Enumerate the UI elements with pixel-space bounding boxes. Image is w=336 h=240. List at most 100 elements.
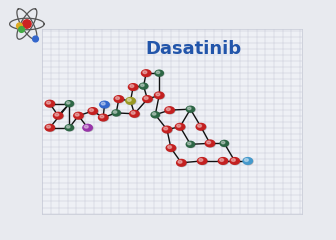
Circle shape [89,109,93,112]
Circle shape [220,140,228,146]
Circle shape [55,113,59,116]
Circle shape [67,102,70,104]
Circle shape [75,113,79,116]
Circle shape [46,101,55,108]
Circle shape [84,125,93,132]
Circle shape [100,102,110,108]
Circle shape [243,158,252,164]
Circle shape [198,158,208,165]
Circle shape [205,140,215,147]
Circle shape [155,92,164,99]
Circle shape [75,113,84,120]
Circle shape [206,141,215,147]
Circle shape [244,159,248,161]
Circle shape [144,97,148,100]
Circle shape [88,108,97,114]
Circle shape [45,100,54,107]
Circle shape [115,96,124,103]
Circle shape [130,85,134,87]
Circle shape [187,107,195,113]
Circle shape [221,141,229,147]
Circle shape [152,113,156,115]
Circle shape [113,111,117,113]
Circle shape [131,111,135,114]
Text: Dasatinib: Dasatinib [145,40,241,58]
Circle shape [152,112,160,118]
Circle shape [66,101,74,107]
Circle shape [232,159,235,161]
Circle shape [186,106,195,112]
Circle shape [46,101,50,104]
Circle shape [177,124,181,127]
Circle shape [112,110,120,116]
Circle shape [100,101,109,108]
Circle shape [166,108,170,111]
Circle shape [143,96,153,103]
Circle shape [187,107,191,110]
Circle shape [230,158,239,164]
Circle shape [196,123,206,130]
Circle shape [23,20,31,28]
Circle shape [142,70,152,77]
Circle shape [164,127,168,130]
Circle shape [101,102,105,105]
Circle shape [54,113,64,120]
Circle shape [129,84,138,91]
Circle shape [167,145,176,152]
Circle shape [65,101,74,107]
Circle shape [127,98,136,105]
Circle shape [218,158,228,164]
Circle shape [46,125,55,132]
Circle shape [130,111,140,118]
Circle shape [113,110,121,116]
Circle shape [199,159,203,161]
Circle shape [83,124,92,131]
Circle shape [156,93,160,96]
Circle shape [66,125,74,131]
Circle shape [19,27,25,32]
Circle shape [89,108,98,115]
Circle shape [143,96,152,102]
Circle shape [221,141,225,144]
Circle shape [197,124,206,131]
Circle shape [45,124,54,131]
Circle shape [176,124,185,131]
Circle shape [186,141,195,147]
Circle shape [141,84,144,86]
Circle shape [156,71,164,77]
Circle shape [126,97,135,104]
Circle shape [65,125,74,131]
Circle shape [139,83,148,89]
Circle shape [187,142,191,145]
Circle shape [99,115,109,121]
Circle shape [178,161,182,163]
Circle shape [219,158,228,165]
Circle shape [168,146,172,149]
Circle shape [33,36,38,42]
Circle shape [151,112,160,118]
Circle shape [175,123,185,130]
Circle shape [155,70,163,76]
Circle shape [166,145,176,151]
Circle shape [231,158,240,165]
Circle shape [98,114,108,121]
Circle shape [198,124,202,127]
Circle shape [84,125,88,128]
Circle shape [116,97,120,100]
Circle shape [46,125,50,128]
Circle shape [162,126,172,133]
Circle shape [198,158,207,164]
Circle shape [130,110,139,117]
Circle shape [16,23,23,29]
Circle shape [244,158,253,165]
Circle shape [163,127,172,133]
Circle shape [207,141,211,144]
Circle shape [155,92,165,99]
Circle shape [53,112,63,119]
Circle shape [166,107,175,114]
Circle shape [100,115,104,118]
Circle shape [74,112,83,119]
Circle shape [114,96,124,102]
Circle shape [127,99,131,101]
Circle shape [177,159,186,166]
